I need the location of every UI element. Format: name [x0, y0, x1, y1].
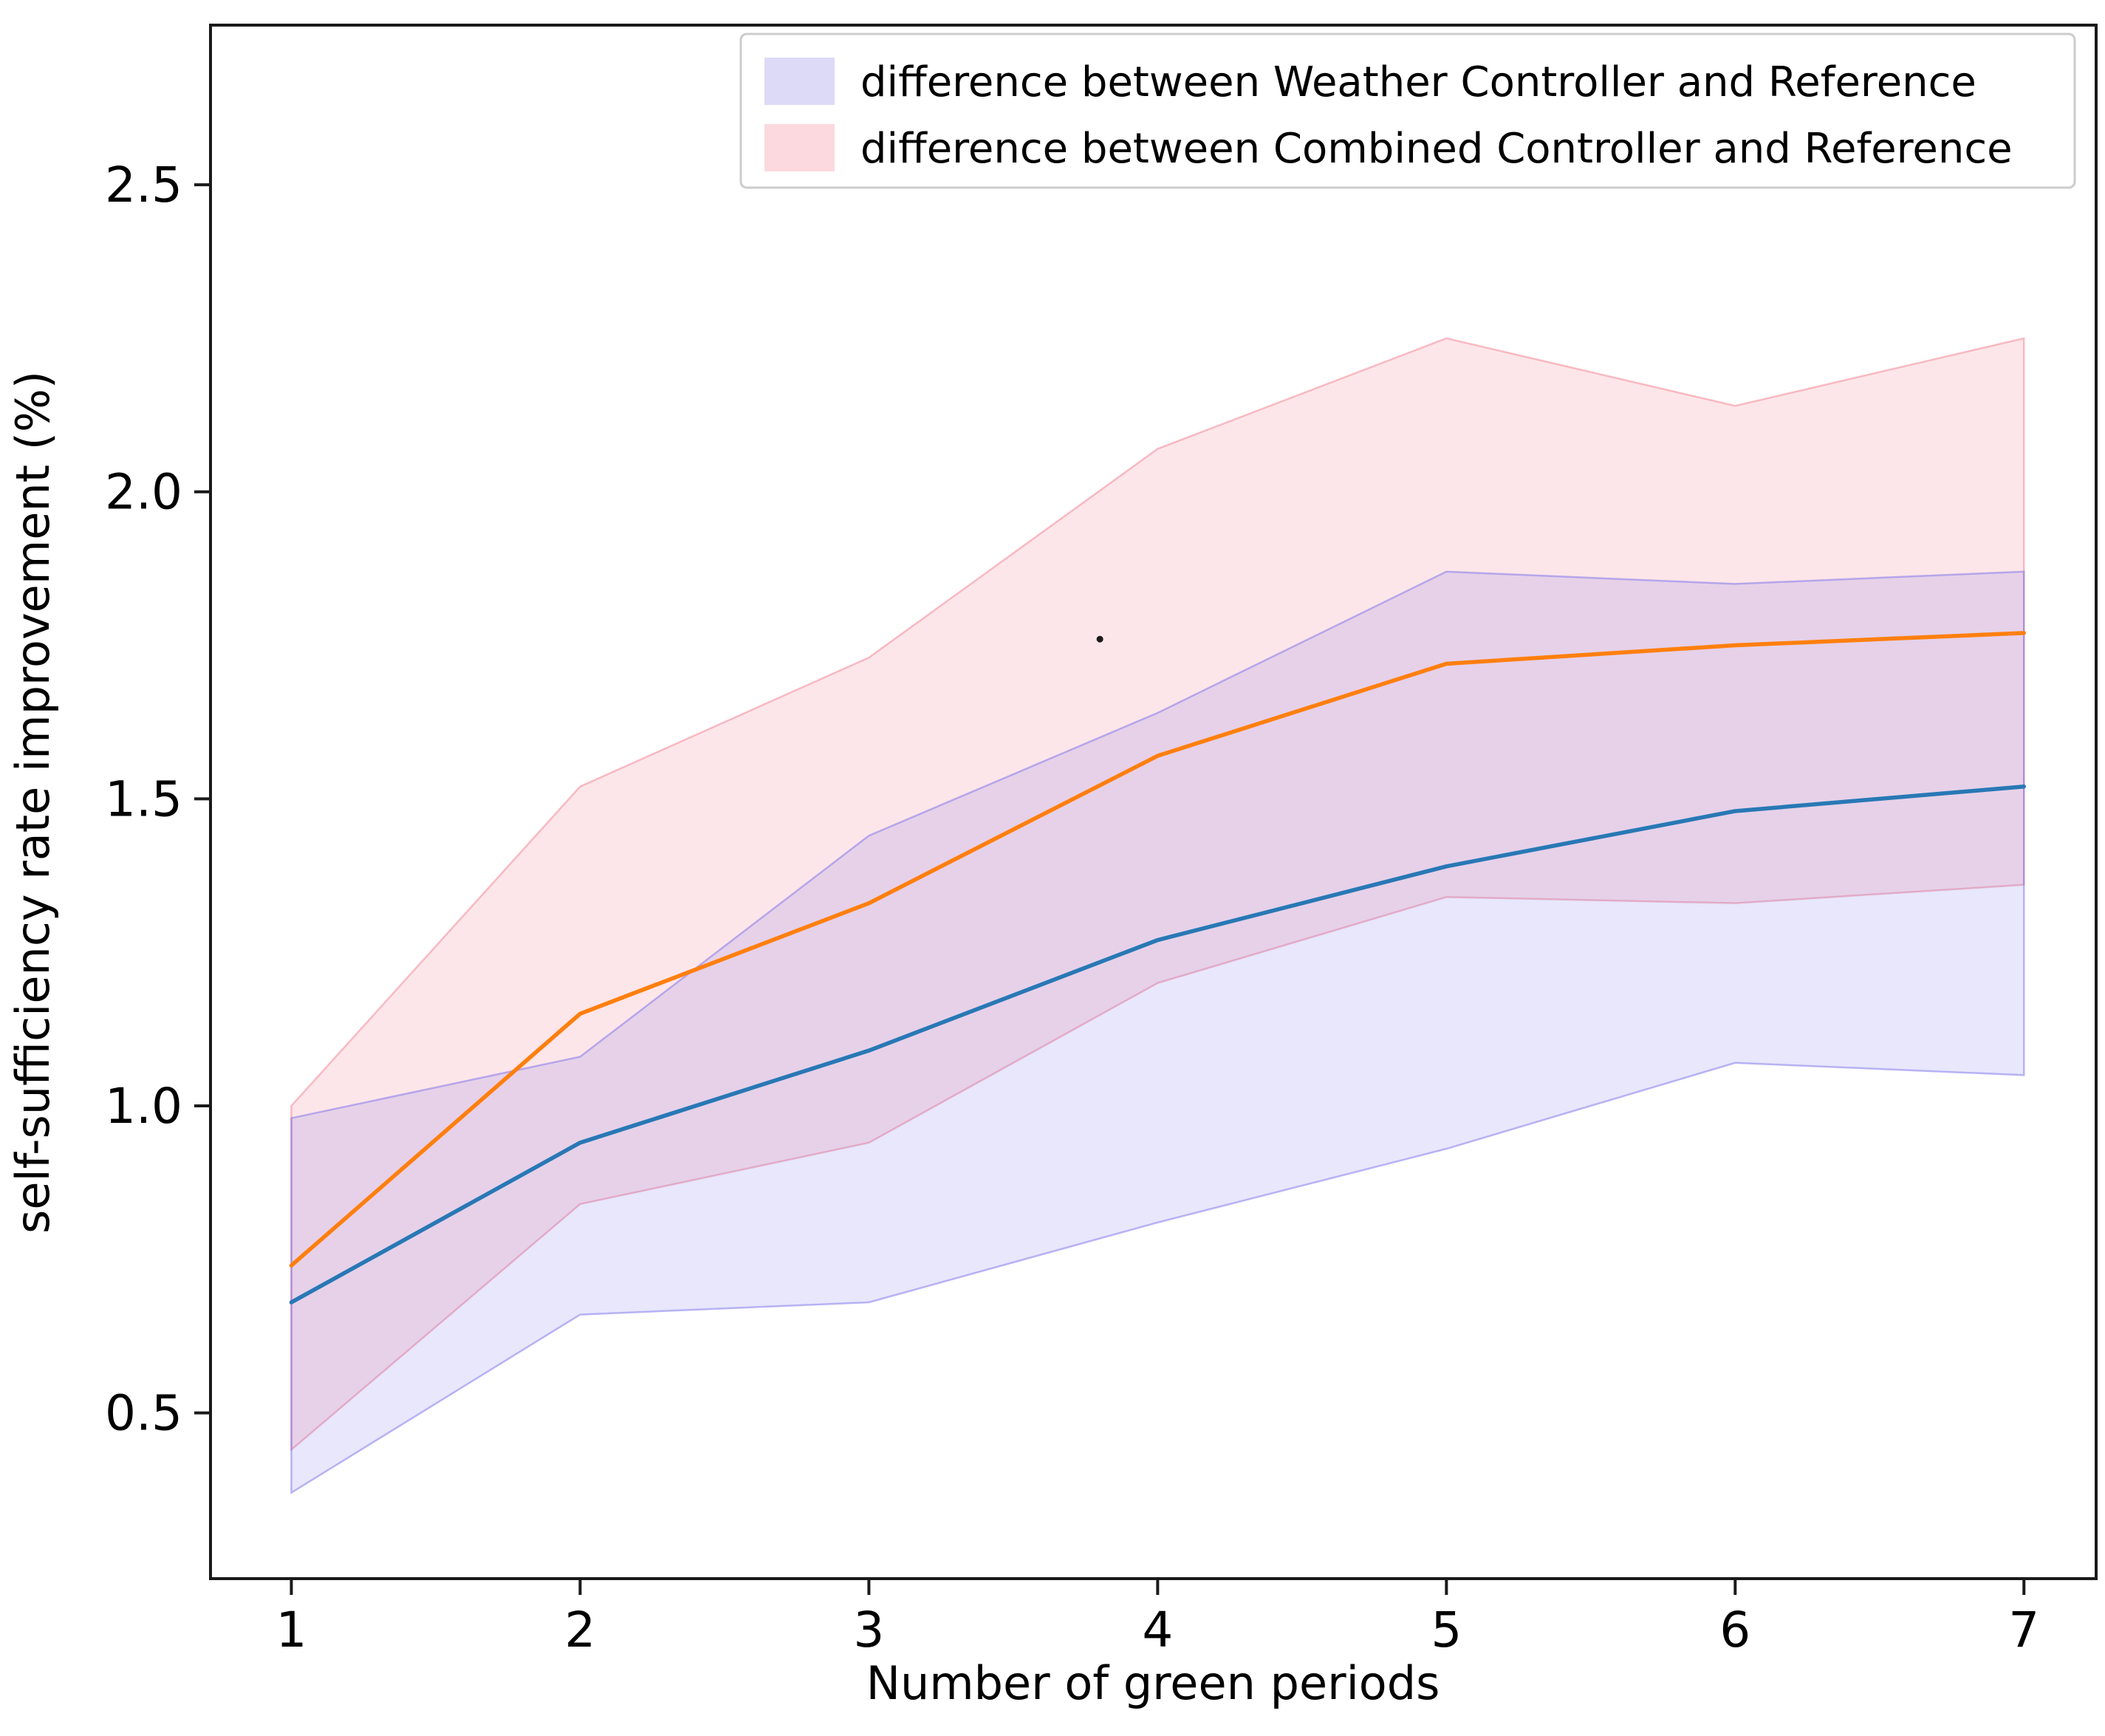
legend-swatch-weather [764, 58, 835, 105]
legend-box [739, 33, 2076, 189]
confidence-bands [290, 337, 2025, 1494]
combined-band-area [290, 337, 2025, 1452]
x-tick-label: 6 [1719, 1602, 1750, 1658]
x-tick-label: 4 [1142, 1602, 1173, 1658]
legend-label-combined: difference between Combined Controller a… [860, 125, 2013, 173]
y-axis-label: self-sufficiency rate improvement (%) [6, 371, 60, 1234]
y-tick-label: 1.5 [105, 770, 182, 827]
combined-mean-line [289, 631, 2027, 1268]
legend: difference between Weather Controller an… [739, 33, 2076, 189]
axis-ticks: 0.5 1.0 1.5 2.0 2.5 1 2 3 4 5 6 7 [105, 157, 2039, 1658]
weather-mean-line [289, 784, 2027, 1305]
plot-area-border [209, 24, 2098, 1580]
x-tick-label: 7 [2008, 1602, 2039, 1658]
y-tick-label: 2.5 [105, 157, 182, 213]
x-tick-label: 5 [1431, 1602, 1462, 1658]
x-tick-label: 2 [564, 1602, 595, 1658]
weather-band-area [290, 570, 2025, 1494]
stray-dot [1096, 635, 1103, 643]
legend-swatch-combined [764, 124, 835, 171]
data-lines [289, 631, 2027, 1305]
y-tick-label: 2.0 [105, 464, 182, 521]
y-tick-label: 1.0 [105, 1078, 182, 1135]
y-tick-label: 0.5 [105, 1385, 182, 1442]
x-axis-label: Number of green periods [866, 1656, 1440, 1710]
legend-label-weather: difference between Weather Controller an… [860, 58, 1976, 106]
x-tick-label: 3 [853, 1602, 884, 1658]
x-tick-label: 1 [275, 1602, 307, 1658]
